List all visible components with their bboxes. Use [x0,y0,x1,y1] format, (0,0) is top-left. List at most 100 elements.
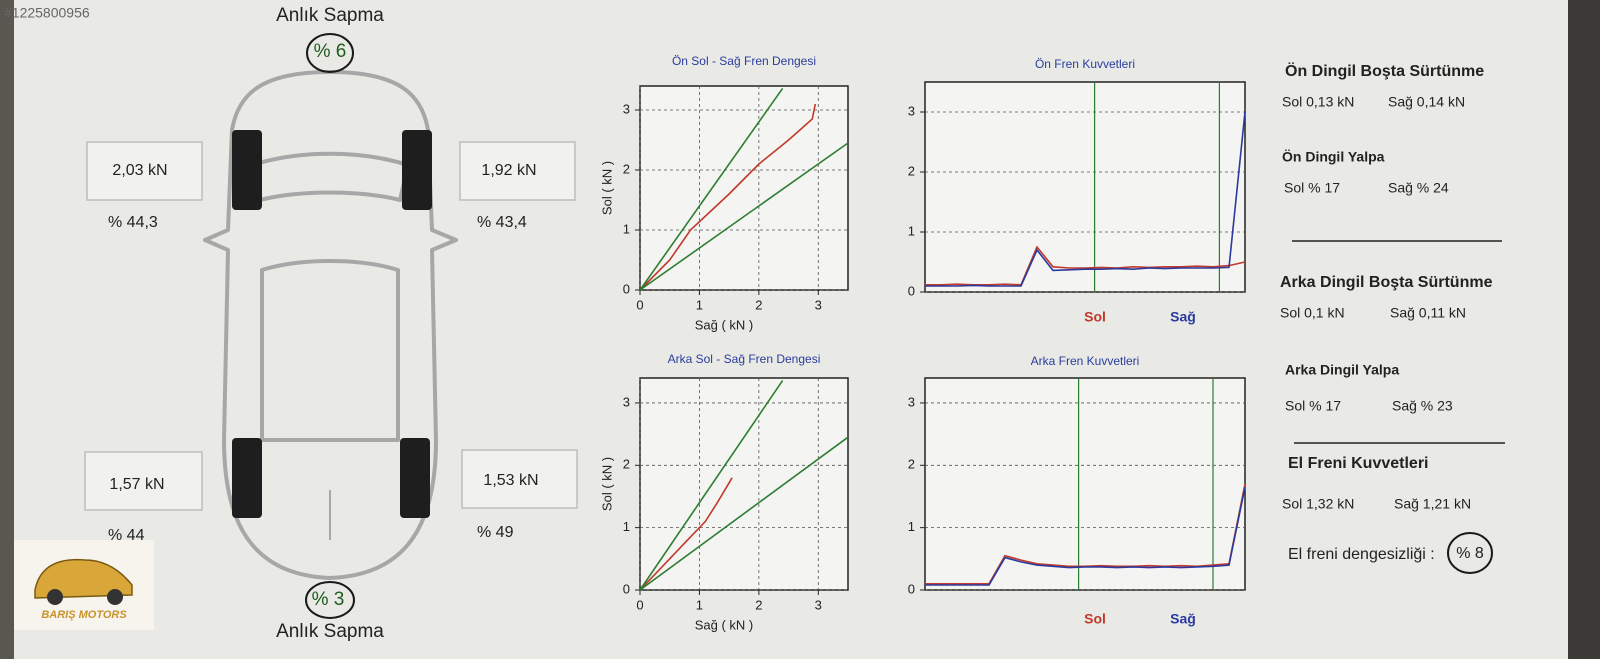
deviation-value: % 3 [312,589,345,610]
y-tick-label: 1 [908,519,915,534]
y-tick-label: 2 [908,163,915,178]
section-title: Arka Dingil Boşta Sürtünme [1280,274,1493,291]
left-value: Sol 0,13 kN [1282,94,1354,110]
chart-title: Ön Sol - Sağ Fren Dengesi [672,54,816,68]
left-value: Sol 0,1 kN [1280,305,1345,321]
x-tick-label: 1 [696,297,703,312]
y-tick-label: 0 [908,581,915,596]
chart-title: Ön Fren Kuvvetleri [1035,57,1135,71]
section-title: Arka Dingil Yalpa [1285,362,1399,378]
y-tick-label: 0 [623,581,630,596]
value-box [86,141,203,201]
deviation-value: % 6 [314,41,347,62]
deviation-label: Anlık Sapma [276,5,384,26]
right-value: Sağ % 23 [1392,398,1453,414]
series-line [925,486,1246,586]
series-line [639,103,817,291]
legend-entry: Sağ [1170,309,1196,325]
y-tick-label: 2 [908,457,915,472]
x-axis-label: Sağ ( kN ) [695,317,754,332]
tire [232,438,262,518]
wheel-force: 1,92 kN [481,162,536,179]
y-axis-label: Sol ( kN ) [599,161,614,215]
logo-car [34,558,133,599]
chart-title: Arka Fren Kuvvetleri [1031,354,1140,368]
chart: Arka Fren Kuvvetleri 0 1 2 3 Sol Sağ [908,354,1246,627]
legend-entry: Sol [1084,611,1106,627]
series-line [925,111,1246,287]
wheel-percent: % 43,4 [477,214,527,231]
hand-circle [305,581,355,619]
series-line [639,142,849,291]
y-tick-label: 0 [623,281,630,296]
chart: Ön Sol - Sağ Fren Dengesi 0 1 2 3 0 1 2 3 Sağ ( k… [599,54,849,332]
right-value: Sağ 0,11 kN [1390,305,1466,321]
value-box [461,449,578,509]
logo-text: BARIŞ MOTORS [41,609,127,621]
y-axis-label: Sol ( kN ) [599,457,614,511]
x-tick-label: 0 [636,297,643,312]
y-tick-label: 2 [623,457,630,472]
tire [232,130,262,210]
imbalance-label: El freni dengesizliği : [1288,546,1435,563]
left-value: Sol 1,32 kN [1282,496,1354,512]
value-box [459,141,576,201]
right-value: Sağ % 24 [1388,180,1449,196]
y-tick-label: 3 [623,101,630,116]
wheel-force: 1,53 kN [483,472,538,489]
x-tick-label: 2 [755,297,762,312]
paper-edge [0,0,14,659]
chart-title: Arka Sol - Sağ Fren Dengesi [668,352,821,366]
series-line [639,87,784,291]
value-box [84,451,203,511]
plot-area [639,85,849,291]
paper-edge [1568,0,1600,659]
y-tick-label: 0 [908,283,915,298]
wheel-percent: % 44 [108,527,145,544]
series-line [639,436,849,591]
wheel-force: 1,57 kN [109,476,164,493]
series-line [639,380,784,591]
tire [400,438,430,518]
left-value: Sol % 17 [1285,398,1341,414]
chart: Arka Sol - Sağ Fren Dengesi 0 1 2 3 0 1 2 3 Sağ (… [599,352,849,632]
section-title: El Freni Kuvvetleri [1288,455,1429,472]
right-value: Sağ 0,14 kN [1388,94,1465,110]
wheel-percent: % 49 [477,524,514,541]
left-value: Sol % 17 [1284,180,1340,196]
series-line [639,477,733,591]
legend-entry: Sol [1084,309,1106,325]
deviation-label: Anlık Sapma [276,621,384,642]
chart: Ön Fren Kuvvetleri 0 1 2 3 Sol Sağ [908,57,1246,325]
hand-circle [306,33,354,73]
x-tick-label: 1 [696,597,703,612]
wheel-percent: % 44,3 [108,214,158,231]
y-tick-label: 1 [623,221,630,236]
section-title: Ön Dingil Boşta Sürtünme [1285,61,1484,80]
y-tick-label: 2 [623,161,630,176]
imbalance-value: % 8 [1456,545,1484,562]
legend-entry: Sağ [1170,611,1196,627]
x-tick-label: 3 [815,297,822,312]
x-tick-label: 3 [815,597,822,612]
watermark-id: #1225800956 [4,5,90,21]
x-axis-label: Sağ ( kN ) [695,617,754,632]
plot-area [924,377,1246,591]
x-tick-label: 2 [755,597,762,612]
plot-area [924,81,1246,293]
y-tick-label: 3 [623,394,630,409]
wheel-force: 2,03 kN [112,162,167,179]
y-tick-label: 3 [908,103,915,118]
car-body [203,70,458,580]
y-tick-label: 3 [908,394,915,409]
section-title: Ön Dingil Yalpa [1282,149,1385,165]
logo-wheel [47,589,63,605]
right-value: Sağ 1,21 kN [1394,496,1471,512]
hand-circle [1447,532,1493,574]
y-tick-label: 1 [623,519,630,534]
y-tick-label: 1 [908,223,915,238]
logo-wheel [107,589,123,605]
car-roof [260,259,400,442]
tire [402,130,432,210]
